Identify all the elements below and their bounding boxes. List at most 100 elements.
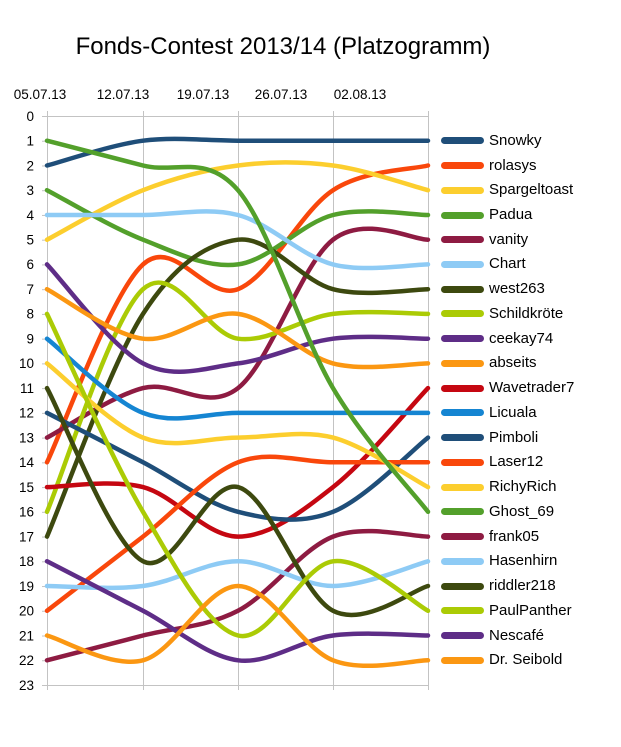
legend-swatch	[441, 409, 484, 417]
series-line-licuala	[44, 336, 431, 421]
y-tick-label: 16	[19, 505, 34, 520]
series-line-nescaf-	[44, 559, 431, 663]
legend-label: Padua	[489, 206, 533, 223]
y-tick-label: 18	[19, 554, 34, 569]
y-tick-label: 20	[19, 604, 34, 619]
series-line-dr-seibold	[44, 583, 431, 669]
legend-item: ceekay74	[441, 330, 553, 348]
legend-swatch	[441, 557, 484, 565]
series-line-frank05	[44, 528, 431, 663]
legend-label: abseits	[489, 354, 537, 372]
y-tick-label: 17	[19, 529, 34, 544]
legend-label: Schildkröte	[489, 304, 564, 322]
legend-label: Snowky	[489, 131, 542, 149]
legend-item: Wavetrader7	[441, 379, 574, 397]
series-line-ceekay74	[44, 262, 431, 374]
y-tick-label: 3	[26, 183, 34, 198]
legend-item: Hasenhirn	[441, 552, 557, 570]
legend-item: frank05	[441, 528, 539, 546]
legend-swatch	[441, 384, 484, 392]
legend-label: riddler218	[489, 577, 556, 594]
legend-label: Ghost_69	[489, 502, 555, 520]
legend-item: Ghost_69	[441, 503, 554, 521]
legend-label: Pimboli	[489, 428, 539, 446]
legend-label: west263	[489, 280, 545, 298]
series-line-richyrich	[44, 361, 431, 490]
legend-swatch	[441, 458, 484, 466]
legend-item: Snowky	[441, 132, 542, 150]
legend-item: Pimboli	[441, 429, 538, 447]
legend-label: RichyRich	[489, 478, 557, 496]
y-tick-label: 5	[26, 232, 34, 247]
x-tick-label: 26.07.13	[255, 87, 308, 102]
legend-item: PaulPanther	[441, 602, 572, 620]
legend-item: Chart	[441, 255, 526, 273]
legend-swatch	[441, 582, 484, 590]
legend-swatch	[441, 162, 484, 169]
legend-swatch	[441, 310, 484, 318]
y-tick-label: 1	[26, 134, 34, 149]
series-line-west263	[44, 237, 431, 539]
legend-item: Padua	[441, 206, 532, 224]
legend-item: Dr. Seibold	[441, 651, 562, 669]
legend-item: west263	[441, 280, 545, 298]
series-line-paulpanther	[44, 311, 431, 639]
series-line-riddler218	[44, 385, 431, 618]
y-tick-label: 19	[19, 579, 34, 594]
series-line-snowky	[44, 136, 431, 168]
y-tick-label: 4	[26, 208, 34, 223]
y-tick-label: 13	[19, 430, 34, 445]
x-axis-labels: 05.07.13 12.07.13 19.07.13 26.07.13 02.08.13	[14, 87, 387, 102]
y-tick-label: 14	[19, 455, 35, 470]
legend-label: ceekay74	[489, 329, 554, 347]
chart-title: Fonds-Contest 2013/14 (Platzogramm)	[75, 33, 491, 60]
legend-swatch	[441, 285, 484, 293]
legend-swatch	[441, 359, 484, 367]
legend-swatch	[441, 607, 484, 615]
y-tick-label: 0	[26, 109, 34, 124]
y-tick-label: 11	[20, 381, 34, 396]
legend-swatch	[441, 236, 484, 244]
series-line-ghost-69	[44, 138, 431, 515]
legend-label: frank05	[489, 527, 540, 545]
legend-swatch	[441, 137, 484, 145]
legend-swatch	[441, 186, 484, 194]
legend-swatch	[441, 632, 484, 639]
legend-item: Spargeltoast	[441, 181, 573, 199]
legend-label: PaulPanther	[489, 601, 572, 619]
legend-item: Licuala	[441, 404, 537, 422]
legend-swatch	[441, 533, 484, 541]
legend-label: Nescafé	[489, 626, 545, 644]
legend-item: Laser12	[441, 453, 543, 471]
y-tick-label: 6	[26, 257, 34, 272]
y-tick-label: 8	[26, 307, 34, 322]
x-tick-label: 12.07.13	[97, 87, 150, 102]
series-line-padua	[44, 187, 431, 268]
legend-label: Licuala	[489, 403, 537, 421]
y-tick-label: 22	[19, 653, 34, 668]
legend-item: abseits	[441, 354, 537, 372]
series-line-laser12	[44, 454, 431, 614]
legend-label: Dr. Seibold	[489, 651, 563, 669]
legend-label: vanity	[489, 230, 529, 248]
series-line-pimboli	[44, 410, 431, 522]
series-line-chart	[44, 209, 431, 271]
y-tick-label: 2	[26, 158, 34, 173]
x-tick-label: 02.08.13	[334, 87, 387, 102]
series-line-hasenhirn	[44, 559, 431, 591]
x-tick-label: 19.07.13	[177, 87, 230, 102]
series-line-rolasys	[44, 163, 431, 465]
y-tick-label: 7	[26, 282, 34, 297]
legend-label: Spargeltoast	[489, 181, 574, 199]
legend-label: Laser12	[489, 453, 544, 471]
series-line-schildkr-te	[44, 280, 431, 515]
legend-item: RichyRich	[441, 478, 557, 496]
legend-swatch	[441, 508, 484, 516]
legend-swatch	[441, 335, 484, 343]
series-line-abseits	[44, 286, 431, 370]
y-tick-label: 23	[19, 678, 34, 693]
legend-label: rolasys	[489, 156, 537, 174]
